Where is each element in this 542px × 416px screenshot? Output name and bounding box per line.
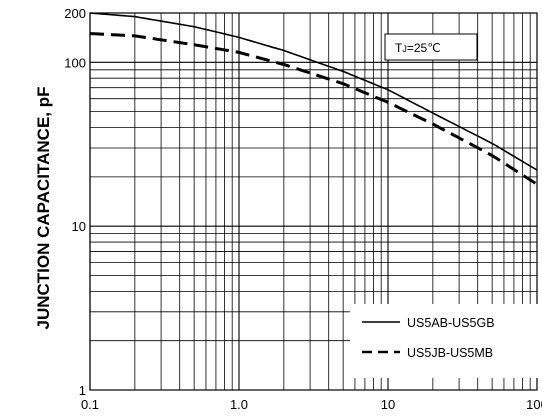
- y-tick-label: 200: [64, 6, 86, 21]
- series-line-us5jb-us5mb: [89, 32, 538, 186]
- legend-label-dashed: US5JB-US5MB: [407, 346, 493, 360]
- series-line-us5ab-us5gb: [89, 12, 538, 171]
- x-tick-label: 100: [526, 397, 542, 412]
- annotation-main: T: [395, 41, 403, 55]
- annotation-sub: J: [402, 44, 407, 54]
- y-tick-label: 1: [79, 383, 86, 398]
- y-tick-label: 10: [72, 219, 86, 234]
- legend: US5AB-US5GB US5JB-US5MB: [350, 304, 538, 378]
- plot-frame: [89, 12, 538, 391]
- data-curves: [89, 12, 538, 186]
- tick-labels: 0.1 1.0 10 100 1 10 100 200: [64, 6, 542, 412]
- temperature-annotation: TJ=25℃: [384, 33, 478, 61]
- legend-label-solid: US5AB-US5GB: [407, 316, 495, 330]
- annotation-text: TJ=25℃: [395, 41, 441, 55]
- x-tick-label: 1.0: [230, 397, 248, 412]
- x-tick-label: 10: [381, 397, 395, 412]
- y-tick-label: 100: [64, 55, 86, 70]
- annotation-rest: =25℃: [407, 41, 441, 55]
- y-axis-label: JUNCTION CAPACITANCE, pF: [34, 86, 53, 329]
- x-tick-label: 0.1: [81, 397, 99, 412]
